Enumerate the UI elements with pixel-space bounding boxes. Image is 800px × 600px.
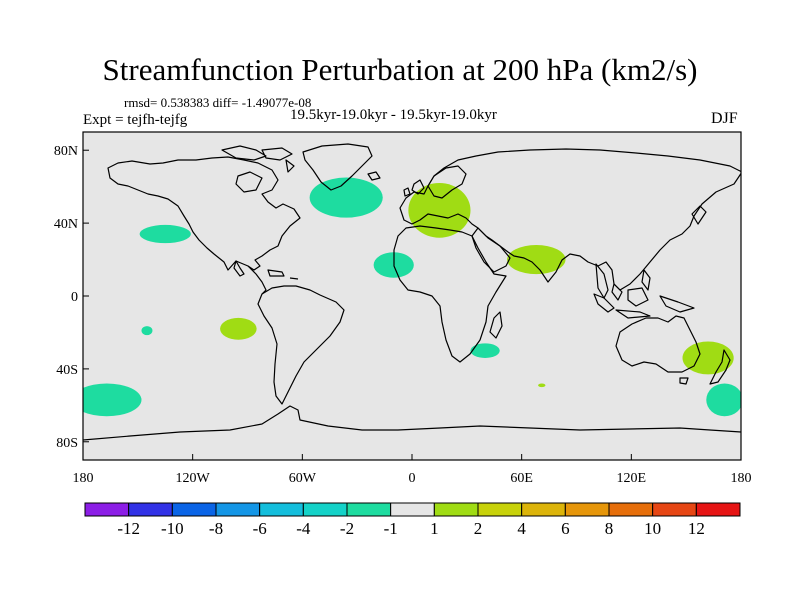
season-label: DJF <box>711 110 738 127</box>
colorbar-box <box>695 502 741 517</box>
colorbar-box <box>652 502 697 517</box>
coastline-australia <box>615 315 701 373</box>
colorbar-label: -10 <box>161 519 184 538</box>
colorbar-label: 10 <box>644 519 661 538</box>
anomaly-south-indian-ocean <box>538 383 546 388</box>
anomaly-north-atlantic <box>309 177 383 218</box>
map-background <box>83 132 741 460</box>
colorbar-box <box>128 502 173 517</box>
lon-tick-label: 60E <box>510 471 533 486</box>
colorbar-box <box>608 502 654 517</box>
anomaly-arabian-sea <box>507 244 566 275</box>
lat-tick-label: 0 <box>71 290 78 305</box>
colorbar-box <box>84 502 130 517</box>
coastline-antarctica <box>83 405 741 441</box>
coastline-hudson-bay <box>235 171 263 193</box>
anomaly-south-pacific-east <box>706 383 741 417</box>
coastline-north-america <box>107 156 301 271</box>
colorbar-label: 4 <box>517 519 526 538</box>
anomaly-south-pacific-west <box>83 383 142 417</box>
anomaly-new-zealand <box>682 341 734 375</box>
coastline-layer <box>83 143 741 441</box>
colorbar-box <box>302 502 348 517</box>
stats-line: rmsd= 0.538383 diff= -1.49077e-08 <box>124 95 312 110</box>
lat-tick-label: 40N <box>54 217 78 232</box>
coastline-arabian-peninsula <box>471 227 511 273</box>
coastline-scandinavia <box>427 165 467 199</box>
colorbar-label: -1 <box>384 519 398 538</box>
coastline-africa <box>393 225 507 363</box>
coastline-iceland <box>367 171 381 181</box>
colorbar-label: -2 <box>340 519 354 538</box>
figure-title: Streamfunction Perturbation at 200 hPa (… <box>102 52 698 87</box>
lat-tick-label: 80S <box>56 436 78 451</box>
colorbar-box <box>215 502 261 517</box>
colorbar-label: 2 <box>474 519 483 538</box>
colorbar-box <box>564 502 610 517</box>
experiment-line: Expt = tejfh-tejfg <box>83 112 188 128</box>
coastline-florida <box>233 260 245 277</box>
coastline-south-america <box>257 285 345 405</box>
coastline-central-america <box>247 265 267 295</box>
coastline-tasmania <box>679 377 689 385</box>
lon-tick-label: 120W <box>176 471 211 486</box>
colorbar-label: 8 <box>605 519 614 538</box>
colorbar-box <box>433 502 479 517</box>
anomaly-northeast-pacific <box>139 224 191 244</box>
colorbar-label: -12 <box>117 519 140 538</box>
coastline-madagascar <box>489 311 503 339</box>
colorbar-label: -6 <box>253 519 267 538</box>
lat-tick-label: 40S <box>56 363 78 378</box>
lon-tick-label: 0 <box>409 471 416 486</box>
colorbar-box <box>259 502 304 517</box>
lon-tick-label: 180 <box>731 471 752 486</box>
coastline-canadian-islands <box>221 145 295 173</box>
coastline-maritime-continent <box>593 269 695 319</box>
anomaly-south-africa-coast <box>470 343 500 358</box>
colorbar-label: 12 <box>688 519 705 538</box>
colorbar-label: -4 <box>296 519 311 538</box>
colorbar-box <box>521 502 566 517</box>
lat-tick-label: 80N <box>54 144 78 159</box>
colorbar: -12 -10 -8 -6 -4 -2 -1 1 2 4 6 8 10 12 <box>84 502 741 538</box>
colorbar-label: 6 <box>561 519 570 538</box>
lon-tick-label: 60W <box>289 471 317 486</box>
lon-tick-label: 120E <box>617 471 647 486</box>
coastline-southeast-asia <box>595 263 623 301</box>
colorbar-label: -8 <box>209 519 223 538</box>
colorbar-label: 1 <box>430 519 439 538</box>
coastline-british-isles <box>403 179 425 197</box>
coastline-japan <box>691 205 707 225</box>
colorbar-box <box>171 502 217 517</box>
coastline-new-zealand <box>709 349 731 385</box>
colorbar-box <box>477 502 523 517</box>
coastline-greenland <box>302 143 373 191</box>
colorbar-box <box>390 502 435 517</box>
anomaly-central-pacific <box>141 326 153 336</box>
anomaly-europe <box>408 183 471 238</box>
coastline-caribbean <box>267 269 299 280</box>
latitude-axis: 80N 40N 0 40S 80S <box>54 144 89 451</box>
period-line: 19.5kyr-19.0kyr - 19.5kyr-19.0kyr <box>290 107 497 123</box>
longitude-axis: 180 120W 60W 0 60E 120E 180 <box>73 454 752 486</box>
lon-tick-label: 180 <box>73 471 94 486</box>
anomaly-southeast-pacific <box>220 317 257 340</box>
colorbar-box <box>346 502 392 517</box>
